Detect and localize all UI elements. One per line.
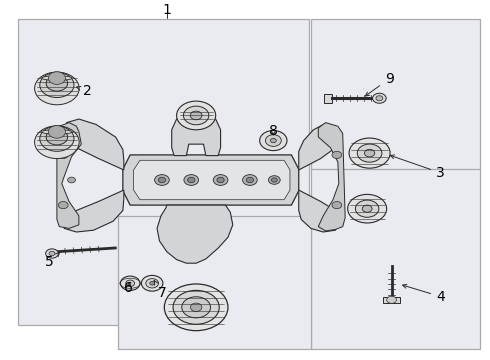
Circle shape <box>49 251 55 256</box>
Circle shape <box>58 151 68 158</box>
Circle shape <box>243 175 257 185</box>
Circle shape <box>266 135 281 147</box>
Text: 9: 9 <box>366 72 393 96</box>
Text: 6: 6 <box>124 281 133 295</box>
Circle shape <box>49 126 66 138</box>
Circle shape <box>190 111 202 120</box>
Circle shape <box>176 101 216 130</box>
Polygon shape <box>64 119 124 170</box>
Ellipse shape <box>42 130 73 134</box>
Circle shape <box>372 93 386 103</box>
Circle shape <box>49 72 66 84</box>
Polygon shape <box>134 160 290 200</box>
Polygon shape <box>318 123 345 231</box>
Text: 8: 8 <box>269 123 278 138</box>
Circle shape <box>40 72 74 98</box>
Circle shape <box>46 129 68 145</box>
Circle shape <box>142 275 163 291</box>
Circle shape <box>376 96 383 101</box>
Circle shape <box>35 72 79 105</box>
Circle shape <box>348 194 387 223</box>
Circle shape <box>173 291 219 324</box>
Circle shape <box>46 75 68 91</box>
Bar <box>18 19 309 325</box>
Circle shape <box>332 202 342 209</box>
Circle shape <box>126 280 135 287</box>
Circle shape <box>155 175 169 185</box>
Circle shape <box>246 177 253 183</box>
Bar <box>383 297 400 303</box>
Circle shape <box>365 149 375 157</box>
Text: 4: 4 <box>403 284 445 303</box>
Circle shape <box>35 126 79 158</box>
Circle shape <box>121 276 140 291</box>
Polygon shape <box>64 190 124 232</box>
Text: 3: 3 <box>391 155 445 180</box>
Text: 5: 5 <box>45 252 60 270</box>
Circle shape <box>349 138 390 168</box>
Circle shape <box>58 202 68 209</box>
Circle shape <box>387 296 396 303</box>
Polygon shape <box>57 123 81 228</box>
Polygon shape <box>123 155 299 205</box>
Circle shape <box>146 279 159 288</box>
Circle shape <box>217 177 224 183</box>
Circle shape <box>269 176 280 184</box>
Polygon shape <box>172 116 220 156</box>
Circle shape <box>164 284 228 330</box>
Circle shape <box>182 297 211 318</box>
Ellipse shape <box>42 76 73 80</box>
Text: 2: 2 <box>76 84 92 98</box>
Circle shape <box>260 131 287 150</box>
Polygon shape <box>299 123 340 170</box>
Circle shape <box>191 303 202 311</box>
Circle shape <box>271 178 277 182</box>
Text: 7: 7 <box>154 280 166 300</box>
Circle shape <box>150 282 155 285</box>
Text: 1: 1 <box>162 3 171 17</box>
Bar <box>118 216 311 348</box>
Circle shape <box>332 151 342 158</box>
Circle shape <box>270 138 276 143</box>
Circle shape <box>46 249 58 258</box>
Circle shape <box>362 205 372 212</box>
Circle shape <box>184 175 198 185</box>
Circle shape <box>188 177 195 183</box>
Circle shape <box>158 177 166 183</box>
Polygon shape <box>299 190 340 232</box>
Circle shape <box>357 144 382 162</box>
Bar <box>311 169 480 348</box>
Circle shape <box>213 175 228 185</box>
Circle shape <box>68 177 75 183</box>
Bar <box>324 94 332 103</box>
Bar <box>311 19 480 171</box>
Circle shape <box>40 126 74 151</box>
Circle shape <box>183 106 209 125</box>
Circle shape <box>355 200 379 217</box>
Polygon shape <box>157 205 233 263</box>
